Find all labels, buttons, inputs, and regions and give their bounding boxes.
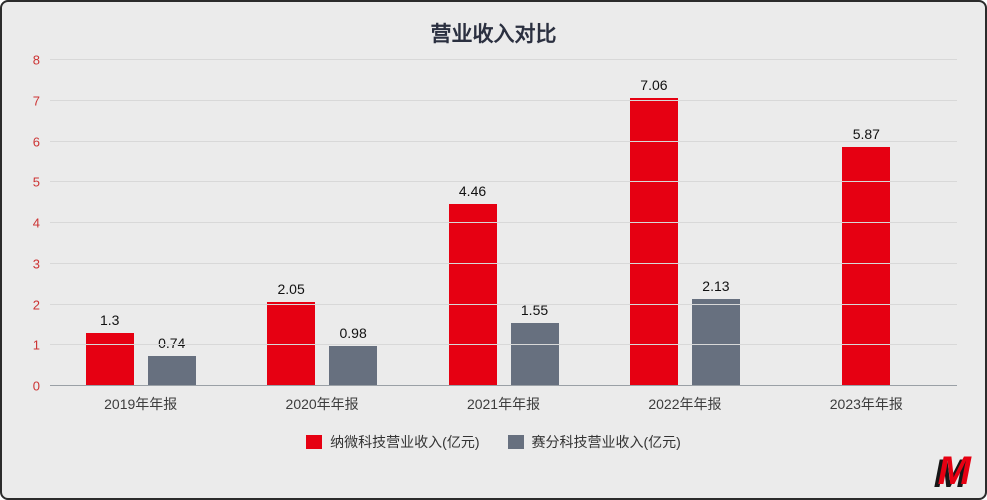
bar — [267, 302, 316, 386]
bar-column: 1.55 — [510, 60, 559, 386]
legend-label: 赛分科技营业收入(亿元) — [531, 434, 681, 450]
y-tick-label: 4 — [32, 215, 40, 231]
bar-column: 7.06 — [629, 60, 678, 386]
gridline — [50, 181, 957, 183]
bar — [842, 146, 891, 386]
gridline — [50, 59, 957, 60]
brand-logo-letter: M — [937, 449, 971, 493]
bar-value-label: 2.13 — [702, 278, 730, 295]
bar — [85, 333, 134, 386]
y-tick-label: 5 — [32, 174, 40, 190]
y-tick-label: 6 — [32, 134, 40, 149]
gridline — [50, 262, 957, 264]
y-tick-label: 8 — [32, 52, 40, 68]
x-axis-labels: 2019年年报 2020年年报 2021年年报 2022年年报 2023年年报 — [50, 394, 957, 414]
bar-group: 1.3 0.74 — [50, 60, 231, 386]
legend-label: 纳微科技营业收入(亿元) — [330, 434, 480, 450]
bar-group: 7.06 2.13 — [594, 60, 775, 386]
bar-value-label: 2.05 — [277, 281, 305, 298]
brand-logo: M — [937, 449, 971, 494]
legend-swatch — [306, 435, 323, 449]
x-axis-label: 2022年年报 — [648, 396, 722, 412]
bar-group: 5.87 — [776, 60, 957, 386]
y-tick-label: 7 — [32, 93, 40, 109]
bar-column: 0.98 — [329, 60, 378, 386]
bar-value-label: 7.06 — [640, 77, 668, 94]
bar-column: 4.46 — [448, 60, 497, 386]
x-axis-label: 2021年年报 — [466, 396, 541, 412]
chart-title: 营业收入对比 — [430, 23, 557, 46]
bar-value-label: 1.55 — [520, 301, 549, 318]
x-axis-label: 2020年年报 — [285, 396, 359, 412]
legend-item: 纳微科技营业收入(亿元) — [306, 432, 480, 452]
bar-value-label: 5.87 — [852, 125, 880, 142]
bar — [329, 346, 378, 386]
legend-swatch — [507, 435, 524, 449]
bar-column: 5.87 — [842, 60, 891, 386]
gridline — [50, 222, 957, 223]
legend-item: 赛分科技营业收入(亿元) — [507, 432, 681, 452]
x-axis-label: 2023年年报 — [829, 396, 903, 412]
gridline — [50, 303, 957, 305]
bar-group: 2.05 0.98 — [231, 60, 412, 386]
bar-value-label: 4.46 — [458, 183, 487, 200]
x-axis-line — [50, 385, 957, 386]
plot-area: 1.3 0.74 2.05 0.98 4.46 1.55 7.06 2.13 5.87 0 1 2 3… — [33, 54, 957, 393]
bar-column: 0.74 — [147, 60, 196, 386]
legend: 纳微科技营业收入(亿元) 赛分科技营业收入(亿元) — [2, 432, 985, 452]
bar-value-label: 0.74 — [158, 334, 186, 351]
bar — [448, 204, 497, 386]
bar-column: 2.05 — [267, 60, 316, 386]
y-tick-label: 1 — [32, 337, 40, 353]
bar — [147, 355, 196, 386]
bar-value-label: 0.98 — [339, 325, 367, 342]
bar — [691, 299, 740, 386]
bar-groups: 1.3 0.74 2.05 0.98 4.46 1.55 7.06 2.13 5.87 — [50, 60, 957, 386]
bar — [510, 322, 559, 386]
bar-column: 2.13 — [691, 60, 740, 386]
bar-value-label: 1.3 — [99, 312, 120, 329]
bar — [629, 98, 678, 386]
y-tick-label: 0 — [32, 378, 40, 394]
gridline — [50, 140, 957, 142]
gridline — [50, 344, 957, 346]
bar-column: 1.3 — [85, 60, 134, 386]
y-tick-label: 3 — [32, 256, 40, 272]
gridline — [50, 99, 957, 101]
x-axis-label: 2019年年报 — [104, 396, 178, 412]
y-tick-label: 2 — [32, 297, 40, 312]
bar-group: 4.46 1.55 — [413, 60, 594, 386]
